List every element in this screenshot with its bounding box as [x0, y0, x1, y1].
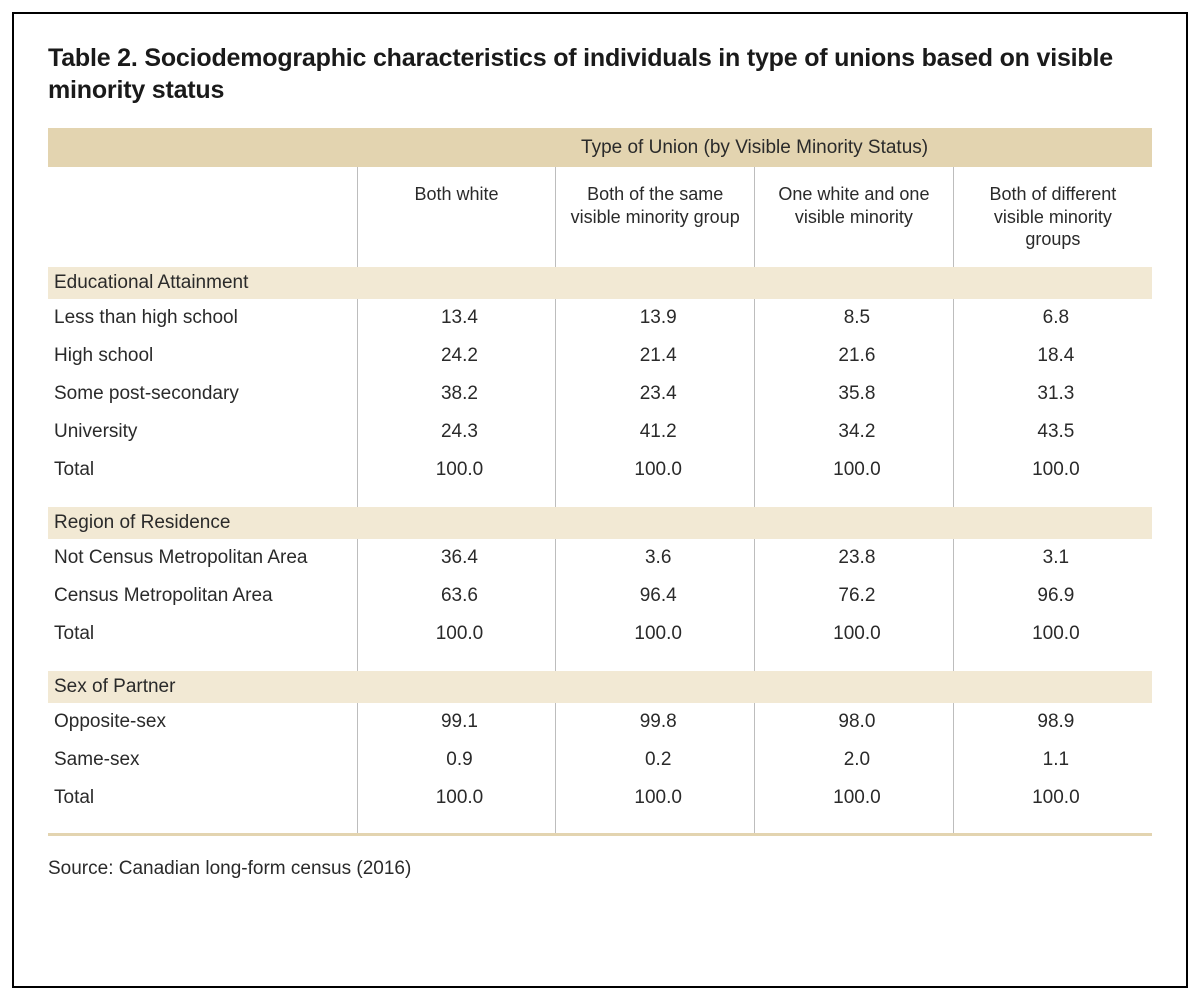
- row-label: Same-sex: [48, 741, 357, 779]
- cell: 100.0: [755, 779, 954, 817]
- row-label: Total: [48, 451, 357, 489]
- cell: 100.0: [556, 779, 755, 817]
- row-label: Census Metropolitan Area: [48, 577, 357, 615]
- cell: 34.2: [755, 413, 954, 451]
- table-title: Table 2. Sociodemographic characteristic…: [48, 42, 1152, 106]
- bottom-rule: [48, 835, 1152, 837]
- row-label: Some post-secondary: [48, 375, 357, 413]
- column-spanner: Type of Union (by Visible Minority Statu…: [357, 128, 1152, 167]
- cell: 100.0: [953, 615, 1152, 653]
- cell: 21.4: [556, 337, 755, 375]
- cell: 0.2: [556, 741, 755, 779]
- row-label: Not Census Metropolitan Area: [48, 539, 357, 577]
- section-header: Region of Residence: [48, 507, 1152, 539]
- cell: 23.8: [755, 539, 954, 577]
- table-row: University 24.3 41.2 34.2 43.5: [48, 413, 1152, 451]
- row-label: Total: [48, 615, 357, 653]
- table-row: Some post-secondary 38.2 23.4 35.8 31.3: [48, 375, 1152, 413]
- column-spanner-row: Type of Union (by Visible Minority Statu…: [48, 128, 1152, 167]
- cell: 31.3: [953, 375, 1152, 413]
- cell: 3.1: [953, 539, 1152, 577]
- table-row: High school 24.2 21.4 21.6 18.4: [48, 337, 1152, 375]
- table-row: Not Census Metropolitan Area 36.4 3.6 23…: [48, 539, 1152, 577]
- row-label: Total: [48, 779, 357, 817]
- table-row: Total 100.0 100.0 100.0 100.0: [48, 615, 1152, 653]
- section-title: Educational Attainment: [48, 267, 1152, 299]
- cell: 6.8: [953, 299, 1152, 337]
- cell: 100.0: [556, 451, 755, 489]
- cell: 96.9: [953, 577, 1152, 615]
- section-header: Educational Attainment: [48, 267, 1152, 299]
- cell: 8.5: [755, 299, 954, 337]
- cell: 98.0: [755, 703, 954, 741]
- section-title: Sex of Partner: [48, 671, 1152, 703]
- cell: 24.2: [357, 337, 556, 375]
- table-row: Same-sex 0.9 0.2 2.0 1.1: [48, 741, 1152, 779]
- row-label: University: [48, 413, 357, 451]
- cell: 96.4: [556, 577, 755, 615]
- column-header: One white and one visible minority: [755, 167, 954, 267]
- cell: 76.2: [755, 577, 954, 615]
- cell: 63.6: [357, 577, 556, 615]
- row-label: Opposite-sex: [48, 703, 357, 741]
- column-header-row: Both white Both of the same visible mino…: [48, 167, 1152, 267]
- cell: 13.4: [357, 299, 556, 337]
- cell: 43.5: [953, 413, 1152, 451]
- cell: 21.6: [755, 337, 954, 375]
- row-label: High school: [48, 337, 357, 375]
- cell: 1.1: [953, 741, 1152, 779]
- cell: 23.4: [556, 375, 755, 413]
- column-header: Both of the same visible minority group: [556, 167, 755, 267]
- table-row: Less than high school 13.4 13.9 8.5 6.8: [48, 299, 1152, 337]
- cell: 100.0: [357, 451, 556, 489]
- cell: 100.0: [755, 615, 954, 653]
- table-row: Total 100.0 100.0 100.0 100.0: [48, 451, 1152, 489]
- cell: 35.8: [755, 375, 954, 413]
- table-row: Opposite-sex 99.1 99.8 98.0 98.9: [48, 703, 1152, 741]
- table-row: Total 100.0 100.0 100.0 100.0: [48, 779, 1152, 817]
- cell: 99.8: [556, 703, 755, 741]
- cell: 99.1: [357, 703, 556, 741]
- section-header: Sex of Partner: [48, 671, 1152, 703]
- data-table: Type of Union (by Visible Minority Statu…: [48, 128, 1152, 836]
- column-header: Both of different visible minority group…: [953, 167, 1152, 267]
- cell: 24.3: [357, 413, 556, 451]
- cell: 100.0: [357, 615, 556, 653]
- table-frame: Table 2. Sociodemographic characteristic…: [12, 12, 1188, 988]
- cell: 98.9: [953, 703, 1152, 741]
- cell: 100.0: [755, 451, 954, 489]
- cell: 100.0: [953, 451, 1152, 489]
- table-row: Census Metropolitan Area 63.6 96.4 76.2 …: [48, 577, 1152, 615]
- source-note: Source: Canadian long-form census (2016): [48, 858, 1152, 880]
- cell: 18.4: [953, 337, 1152, 375]
- cell: 41.2: [556, 413, 755, 451]
- column-header: Both white: [357, 167, 556, 267]
- cell: 0.9: [357, 741, 556, 779]
- cell: 36.4: [357, 539, 556, 577]
- cell: 13.9: [556, 299, 755, 337]
- cell: 2.0: [755, 741, 954, 779]
- row-label: Less than high school: [48, 299, 357, 337]
- section-title: Region of Residence: [48, 507, 1152, 539]
- cell: 3.6: [556, 539, 755, 577]
- cell: 100.0: [953, 779, 1152, 817]
- cell: 38.2: [357, 375, 556, 413]
- cell: 100.0: [357, 779, 556, 817]
- cell: 100.0: [556, 615, 755, 653]
